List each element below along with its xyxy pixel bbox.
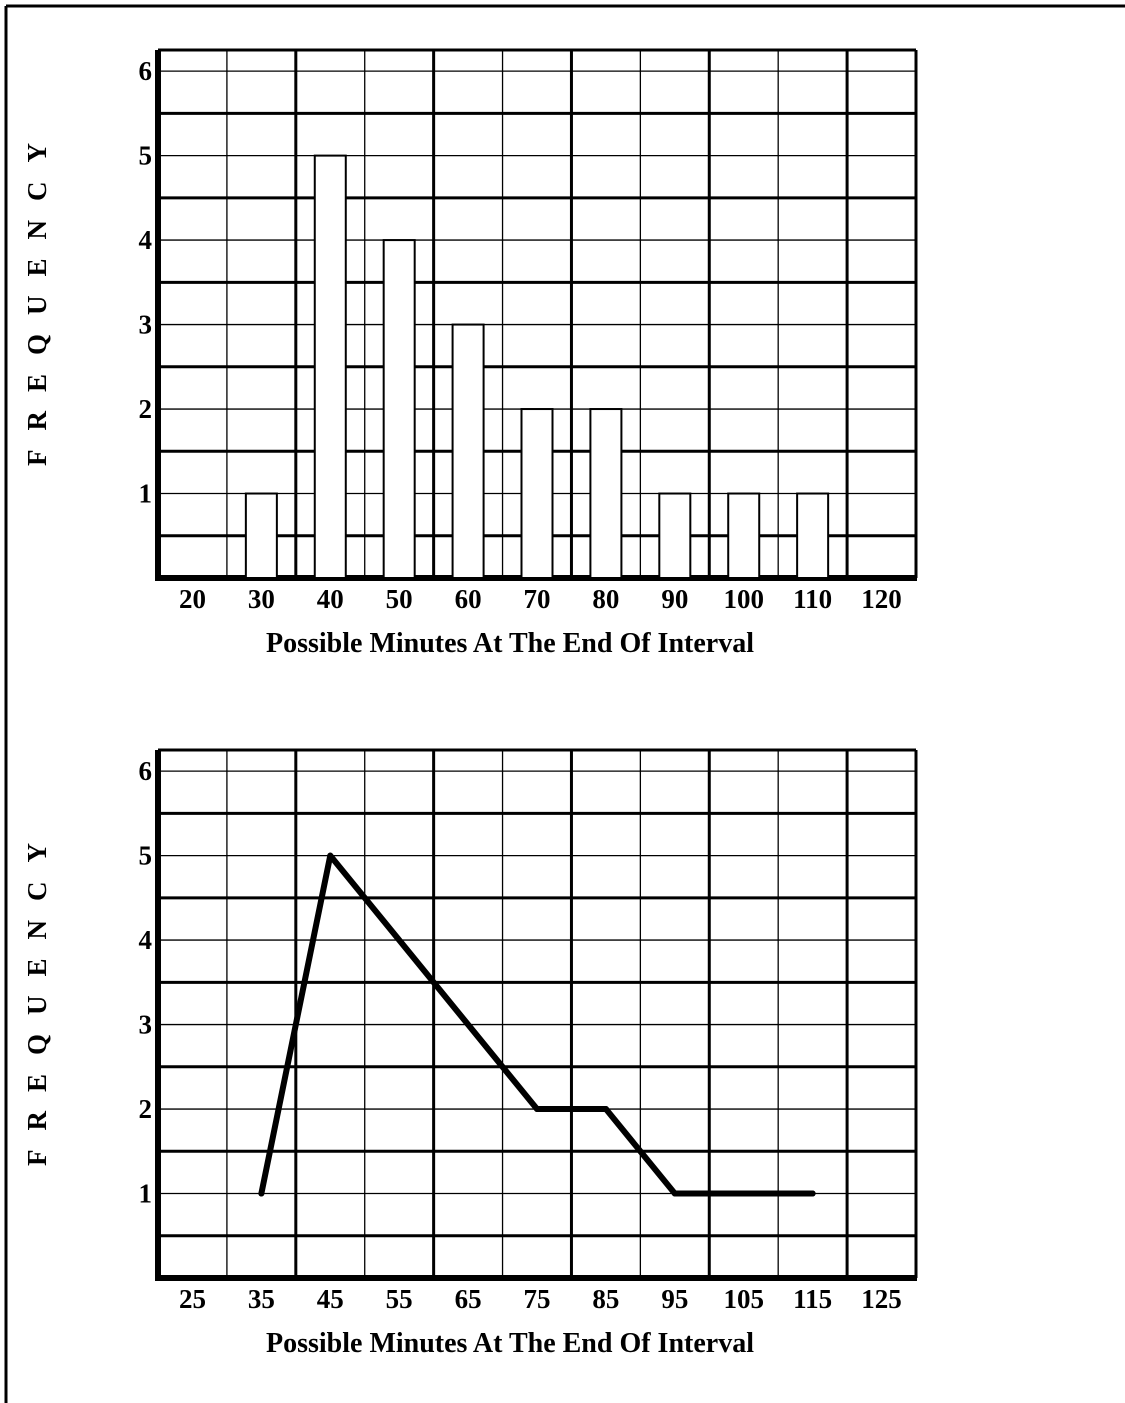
y-tick-label: 2: [139, 394, 153, 424]
x-tick-label: 120: [861, 584, 902, 614]
y-tick-label: 5: [139, 841, 153, 871]
bar: [658, 492, 692, 579]
x-tick-label: 50: [386, 584, 413, 614]
data-point: [327, 852, 334, 859]
x-tick-label: 35: [248, 1284, 275, 1314]
x-tick-label: 60: [455, 584, 482, 614]
data-point: [258, 1190, 265, 1197]
bar: [313, 154, 347, 579]
y-axis-title: FREQUENCY: [22, 824, 52, 1166]
x-tick-label: 45: [317, 1284, 344, 1314]
y-tick-label: 3: [139, 310, 153, 340]
x-axis-title: Possible Minutes At The End Of Interval: [266, 628, 754, 659]
y-tick-label: 4: [139, 925, 153, 955]
y-tick-label: 1: [139, 479, 153, 509]
data-point: [809, 1190, 816, 1197]
x-tick-label: 90: [661, 584, 688, 614]
x-tick-label: 100: [723, 584, 764, 614]
x-tick-label: 25: [179, 1284, 206, 1314]
x-tick-label: 30: [248, 584, 275, 614]
x-tick-label: 70: [524, 584, 551, 614]
y-axis-title: FREQUENCY: [22, 124, 52, 466]
bar: [382, 239, 416, 580]
x-tick-label: 85: [592, 1284, 619, 1314]
x-axis-title: Possible Minutes At The End Of Interval: [266, 1328, 754, 1359]
bar: [451, 323, 485, 579]
bar: [244, 492, 278, 579]
bar: [796, 492, 830, 579]
y-tick-label: 4: [139, 225, 153, 255]
data-point: [534, 1106, 540, 1113]
x-tick-label: 125: [861, 1284, 902, 1314]
y-tick-label: 2: [139, 1094, 153, 1124]
data-point: [602, 1106, 609, 1113]
x-tick-label: 110: [793, 584, 832, 614]
frequency-polygon-line: [258, 852, 816, 1197]
x-tick-label: 65: [455, 1284, 482, 1314]
bar: [520, 408, 554, 580]
data-point: [671, 1190, 678, 1197]
x-tick-label: 40: [317, 584, 344, 614]
x-tick-label: 20: [179, 584, 206, 614]
bar: [727, 492, 761, 579]
x-tick-label: 75: [524, 1284, 551, 1314]
x-tick-label: 55: [386, 1284, 413, 1314]
y-tick-label: 6: [139, 56, 153, 86]
y-tick-label: 5: [139, 141, 153, 171]
y-tick-label: 6: [139, 756, 153, 786]
histogram-chart: 1 2 3 4 5 6 20 30 40 50 60 70 80 90 100 110 120 Possible …: [22, 48, 918, 659]
x-tick-label: 115: [793, 1284, 832, 1314]
bar: [589, 408, 623, 580]
x-tick-label: 80: [592, 584, 619, 614]
x-tick-label: 105: [723, 1284, 764, 1314]
x-tick-label: 95: [661, 1284, 688, 1314]
y-tick-label: 1: [139, 1179, 153, 1209]
y-tick-label: 3: [139, 1010, 153, 1040]
